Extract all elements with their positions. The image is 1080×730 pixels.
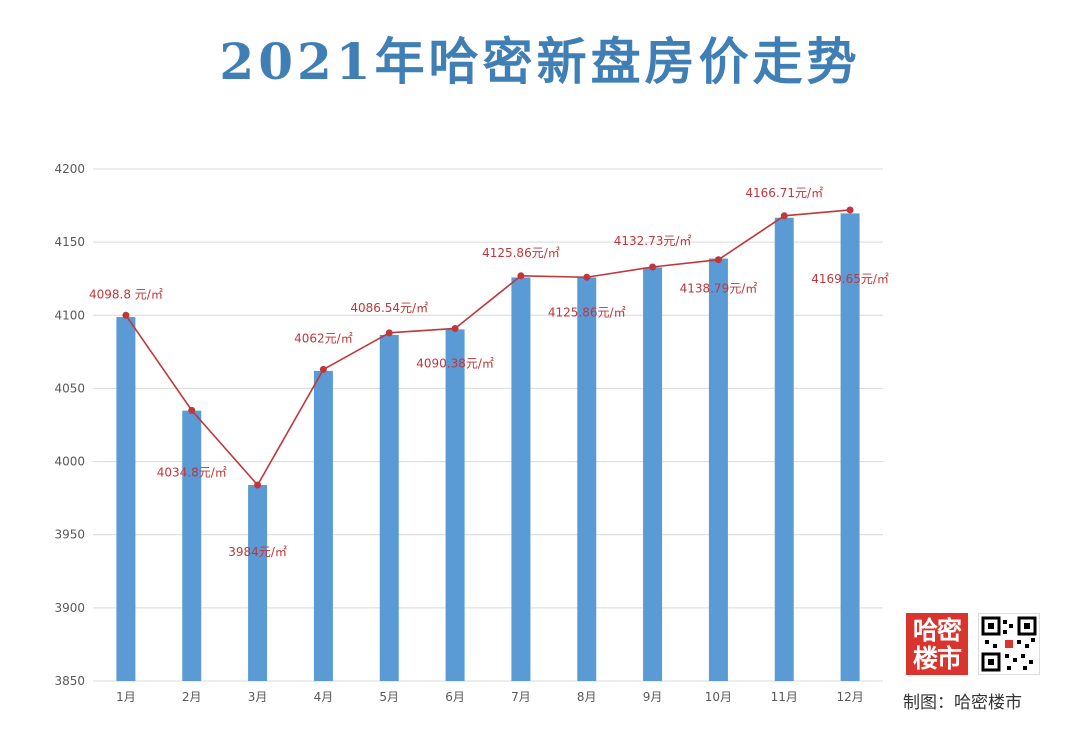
y-tick-label: 4000 [54, 455, 85, 469]
x-tick-label: 4月 [314, 690, 334, 704]
data-label: 4166.71元/㎡ [745, 186, 823, 200]
x-tick-label: 3月 [248, 690, 268, 704]
line-point [583, 273, 591, 281]
bar [445, 329, 465, 681]
line-point [319, 365, 327, 373]
chart-credit: 制图：哈密楼市 [903, 693, 1022, 713]
x-tick-label: 8月 [577, 690, 597, 704]
data-label: 4062元/㎡ [294, 331, 353, 345]
y-tick-label: 3900 [54, 601, 85, 615]
line-point [846, 206, 854, 214]
data-label: 4132.73元/㎡ [614, 234, 692, 248]
data-label: 4034.8元/㎡ [157, 465, 227, 479]
x-tick-label: 6月 [445, 690, 465, 704]
line-point [122, 311, 130, 319]
x-tick-label: 7月 [511, 690, 531, 704]
x-tick-label: 12月 [836, 690, 863, 704]
data-label: 4138.79元/㎡ [680, 282, 758, 296]
y-tick-label: 4200 [54, 162, 85, 176]
line-point [451, 324, 459, 332]
chart-title: 2021年哈密新盘房价走势 [219, 32, 861, 91]
bar [248, 484, 268, 681]
line-point [188, 406, 196, 414]
y-tick-label: 4100 [54, 308, 85, 322]
line-point [780, 212, 788, 220]
bar [774, 217, 794, 681]
x-tick-label: 2月 [182, 690, 202, 704]
line-point [254, 481, 262, 489]
data-label: 3984元/㎡ [228, 545, 287, 559]
data-label: 4125.86元/㎡ [482, 246, 560, 260]
line-point [714, 256, 722, 264]
x-tick-label: 11月 [771, 690, 798, 704]
data-label: 4169.65元/㎡ [811, 272, 889, 286]
bar [708, 258, 728, 681]
y-tick-label: 4150 [54, 235, 85, 249]
bar [643, 267, 663, 681]
y-tick-label: 3950 [54, 528, 85, 542]
bar [379, 334, 399, 681]
logo: 哈密楼市 [906, 613, 968, 675]
bar [313, 370, 333, 681]
x-tick-label: 10月 [705, 690, 732, 704]
x-tick-label: 5月 [379, 690, 399, 704]
trend-line [125, 209, 851, 487]
x-tick-label: 9月 [643, 690, 663, 704]
data-label: 4086.54元/㎡ [350, 301, 428, 315]
line-point [649, 263, 657, 271]
data-label: 4098.8 元/㎡ [89, 287, 163, 301]
qr-code [978, 613, 1040, 675]
bar [116, 317, 136, 681]
y-tick-label: 3850 [54, 674, 85, 688]
line-point [517, 272, 525, 280]
line-point [385, 329, 393, 337]
bar [577, 277, 597, 681]
bar [840, 213, 860, 682]
y-tick-label: 4050 [54, 381, 85, 395]
bar [182, 410, 202, 681]
data-label: 4125.86元/㎡ [548, 305, 626, 319]
bar [511, 277, 531, 681]
x-tick-label: 1月 [116, 690, 136, 704]
data-label: 4090.38元/㎡ [416, 356, 494, 370]
